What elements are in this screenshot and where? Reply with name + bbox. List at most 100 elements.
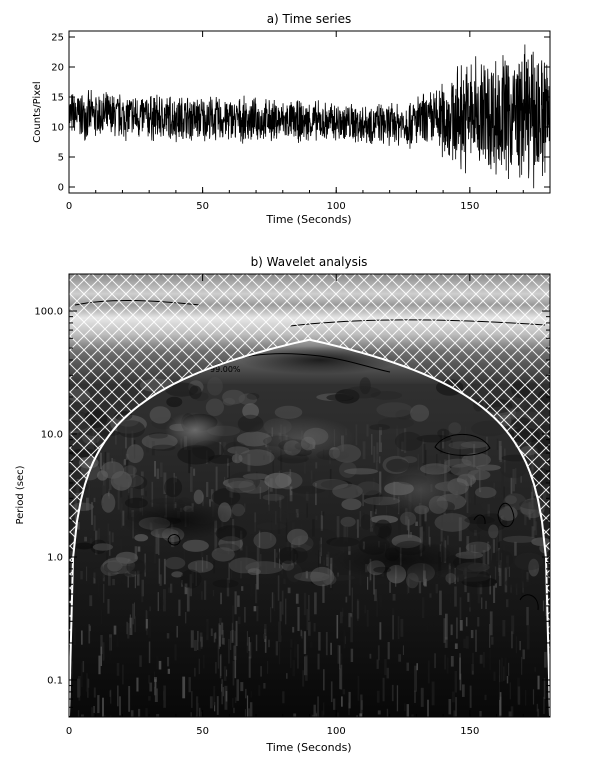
texture-blob [476, 464, 501, 471]
texture-streak [145, 490, 147, 497]
texture-streak [279, 635, 282, 642]
texture-streak [371, 434, 373, 455]
texture-streak [120, 538, 122, 554]
panel-a-x-ticks: 0 50 100 150 [66, 31, 551, 212]
texture-streak [543, 696, 545, 714]
texture-streak [111, 532, 114, 543]
texture-streak [362, 512, 365, 521]
texture-streak [244, 709, 246, 717]
texture-streak [250, 575, 253, 597]
texture-blob [171, 571, 184, 578]
texture-streak [223, 442, 227, 450]
texture-streak [534, 667, 536, 672]
texture-streak [350, 613, 353, 618]
texture-streak [330, 642, 332, 655]
texture-streak [218, 624, 221, 647]
texture-blob [225, 480, 256, 493]
texture-streak [315, 462, 318, 469]
texture-streak [289, 649, 292, 669]
texture-streak [312, 473, 315, 480]
texture-streak [156, 655, 159, 670]
texture-streak [281, 590, 284, 615]
texture-streak [241, 586, 244, 591]
texture-streak [379, 427, 382, 452]
texture-streak [259, 486, 262, 500]
texture-streak [283, 578, 286, 585]
texture-streak [501, 657, 503, 682]
texture-blob [410, 404, 430, 422]
texture-streak [215, 662, 217, 674]
texture-blob [253, 531, 277, 549]
texture-streak [199, 632, 203, 649]
texture-streak [236, 679, 239, 701]
texture-streak [166, 633, 170, 639]
panel-a-y-tick-label: 10 [51, 123, 64, 134]
texture-streak [386, 667, 389, 679]
texture-streak [182, 676, 186, 699]
texture-streak [110, 715, 112, 717]
texture-streak [348, 702, 350, 716]
texture-streak [343, 630, 346, 649]
texture-streak [194, 667, 196, 677]
texture-streak [524, 515, 527, 526]
texture-streak [158, 558, 161, 584]
texture-streak [85, 673, 89, 692]
texture-blob [151, 444, 176, 451]
texture-streak [491, 636, 494, 645]
texture-streak [515, 468, 517, 485]
texture-streak [499, 692, 502, 716]
texture-streak [531, 526, 535, 538]
texture-blob [461, 452, 491, 467]
texture-streak [482, 550, 486, 567]
texture-streak [220, 654, 222, 677]
texture-streak [532, 689, 535, 705]
texture-streak [470, 630, 474, 639]
texture-blob [504, 578, 532, 589]
texture-streak [256, 471, 258, 490]
texture-streak [420, 687, 424, 707]
texture-streak [268, 481, 270, 505]
texture-blob [164, 556, 186, 570]
texture-streak [162, 599, 164, 606]
texture-streak [293, 713, 297, 717]
texture-streak [514, 541, 517, 556]
texture-streak [235, 620, 238, 646]
texture-blob [474, 486, 497, 499]
texture-blob [471, 420, 508, 437]
texture-streak [232, 698, 234, 708]
texture-streak [102, 642, 105, 661]
texture-streak [78, 676, 81, 696]
texture-streak [386, 708, 389, 717]
texture-streak [317, 696, 319, 717]
texture-streak [148, 641, 151, 664]
texture-blob [312, 479, 349, 490]
texture-streak [160, 462, 163, 478]
texture-streak [414, 665, 417, 692]
texture-streak [359, 570, 362, 586]
texture-streak [127, 576, 129, 588]
texture-streak [384, 659, 387, 676]
texture-blob [444, 458, 472, 468]
texture-streak [321, 710, 325, 717]
texture-streak [472, 652, 474, 671]
texture-blob [341, 498, 362, 511]
texture-streak [233, 645, 237, 660]
texture-blob [211, 547, 235, 562]
texture-streak [448, 452, 450, 473]
texture-streak [391, 608, 395, 617]
texture-streak [493, 585, 496, 603]
texture-streak [134, 571, 136, 589]
texture-streak [250, 635, 253, 656]
texture-streak [247, 708, 251, 717]
texture-streak [278, 621, 282, 643]
panel-a-x-tick-label: 50 [196, 201, 209, 212]
texture-streak [225, 691, 228, 702]
texture-blob [286, 563, 303, 583]
texture-streak [193, 468, 196, 476]
texture-streak [264, 624, 267, 634]
texture-streak [153, 546, 157, 564]
texture-streak [144, 553, 146, 577]
texture-streak [421, 597, 425, 618]
texture-blob [164, 477, 183, 498]
texture-streak [515, 583, 518, 595]
